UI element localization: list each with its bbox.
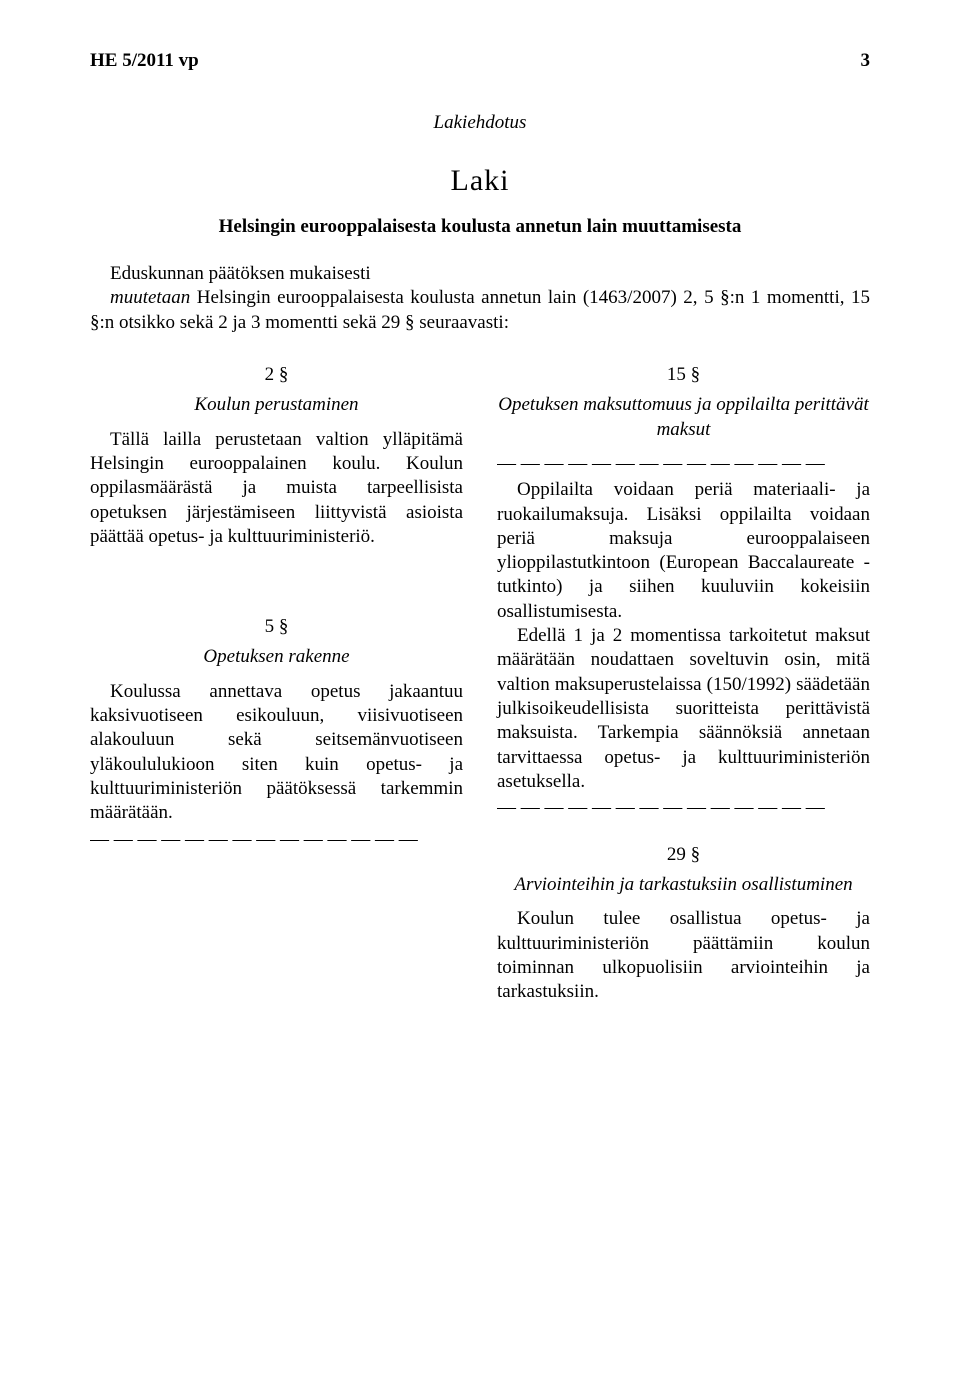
law-title: Helsingin eurooppalaisesta koulusta anne…: [90, 216, 870, 238]
section-2-head: Koulun perustaminen: [90, 393, 463, 417]
page-header: HE 5/2011 vp 3: [90, 50, 870, 72]
section-29-p1: Koulun tulee osallistua opetus- ja kultt…: [497, 907, 870, 1004]
section-5-dashes: — — — — — — — — — — — — — —: [90, 828, 463, 852]
preamble-line1: Eduskunnan päätöksen mukaisesti: [90, 262, 870, 286]
preamble-rest: Helsingin eurooppalaisesta koulusta anne…: [90, 287, 870, 332]
section-5-head: Opetuksen rakenne: [90, 645, 463, 669]
preamble: Eduskunnan päätöksen mukaisesti muutetaa…: [90, 262, 870, 335]
section-5-p1: Koulussa annettava opetus jakaantuu kaks…: [90, 680, 463, 826]
body-columns: 2 § Koulun perustaminen Tällä lailla per…: [90, 357, 870, 1005]
subtitle: Lakiehdotus: [90, 112, 870, 134]
spacer: [497, 823, 870, 837]
section-29-num: 29 §: [497, 843, 870, 867]
section-5-num: 5 §: [90, 615, 463, 639]
preamble-verb: muutetaan: [110, 287, 190, 308]
section-15-p1: Oppilailta voidaan periä materiaali- ja …: [497, 478, 870, 624]
section-15-p2: Edellä 1 ja 2 momentissa tarkoitetut mak…: [497, 624, 870, 794]
section-15-num: 15 §: [497, 363, 870, 387]
page-number: 3: [861, 50, 871, 72]
section-2-num: 2 §: [90, 363, 463, 387]
spacer: [90, 549, 463, 609]
doc-id: HE 5/2011 vp: [90, 50, 199, 72]
section-29-head: Arviointeihin ja tarkastuksiin osallistu…: [497, 873, 870, 897]
law-heading: Laki: [90, 164, 870, 198]
section-15-dashes-bottom: — — — — — — — — — — — — — —: [497, 796, 870, 820]
column-right: 15 § Opetuksen maksuttomuus ja oppilailt…: [497, 357, 870, 1005]
section-15-head: Opetuksen maksuttomuus ja oppilailta per…: [497, 393, 870, 442]
section-15-dashes-top: — — — — — — — — — — — — — —: [497, 452, 870, 476]
column-left: 2 § Koulun perustaminen Tällä lailla per…: [90, 357, 463, 1005]
preamble-line2: muutetaan Helsingin eurooppalaisesta kou…: [90, 286, 870, 335]
section-2-p1: Tällä lailla perustetaan valtion ylläpit…: [90, 428, 463, 550]
